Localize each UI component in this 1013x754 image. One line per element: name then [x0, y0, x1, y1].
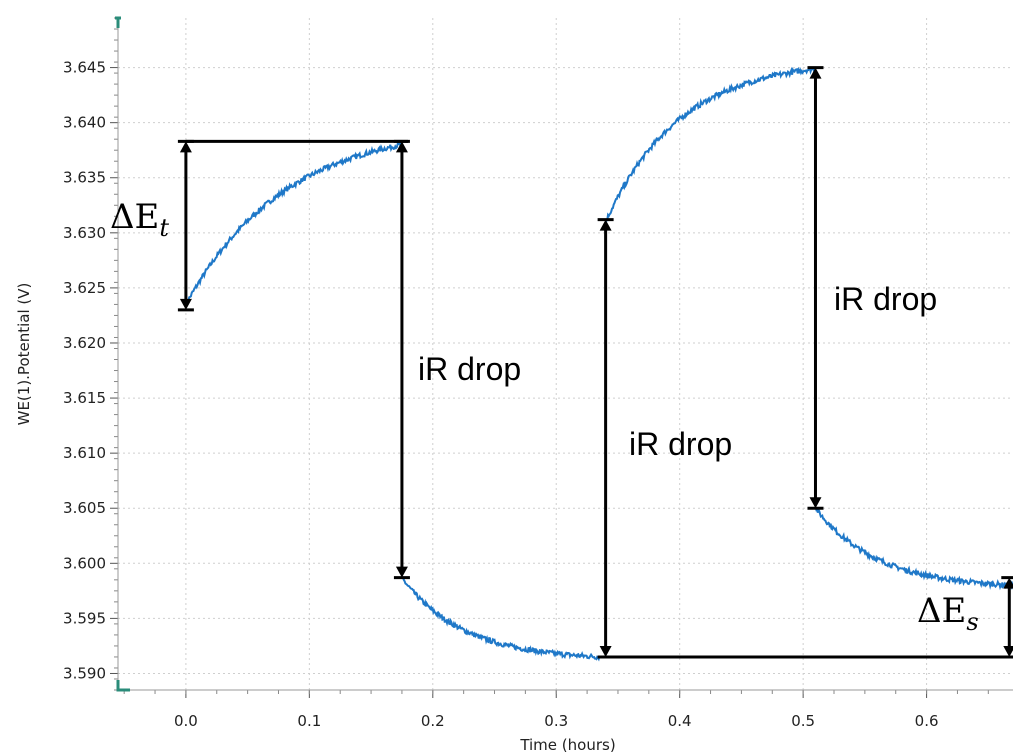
series-line-segment	[815, 507, 1013, 591]
x-tick-label: 0.0	[174, 712, 198, 730]
grid	[118, 18, 1013, 690]
ir-drop-arrow-2-head-bottom	[599, 645, 612, 657]
delta-e-s-sub: s	[966, 608, 978, 636]
series-line-segment	[184, 141, 403, 308]
ir-drop-arrow-3-head-bottom	[809, 497, 822, 509]
y-tick-label: 3.590	[63, 664, 106, 682]
ir-drop-label-3: iR drop	[834, 281, 937, 317]
series-line-segment	[402, 577, 601, 662]
plot-area	[118, 18, 1013, 690]
ir-drop-arrow-1-head-bottom	[395, 566, 408, 578]
delta-e-s-main: ΔE	[917, 591, 966, 631]
y-axis-title: WE(1).Potential (V)	[15, 283, 33, 426]
x-axis-title: Time (hours)	[519, 736, 615, 754]
y-tick-label: 3.610	[63, 444, 106, 462]
ir-drop-label-2: iR drop	[629, 426, 732, 462]
ir-drop-label-1: iR drop	[418, 351, 521, 387]
y-tick-label: 3.625	[63, 279, 106, 297]
delta-e-s-label: ΔEs	[917, 591, 979, 636]
ir-drop-arrow-3-head-top	[809, 67, 822, 79]
delta-t-arrow-head-top	[179, 141, 192, 153]
y-tick-label: 3.645	[63, 59, 106, 77]
tick-labels: 0.0 0.1 0.2 0.3 0.4 0.5 0.6 3.590 3.595 3.600 3.60…	[63, 59, 938, 730]
x-tick-label: 0.6	[915, 712, 939, 730]
delta-t-arrow-head-bottom	[179, 298, 192, 310]
series-group	[184, 66, 1013, 662]
series-line-segment	[604, 66, 817, 223]
y-tick-label: 3.640	[63, 114, 106, 132]
axis-corner-bottom	[116, 680, 130, 692]
y-tick-label: 3.630	[63, 224, 106, 242]
y-tick-label: 3.620	[63, 334, 106, 352]
delta-s-arrow-head-bottom	[1003, 645, 1013, 657]
x-tick-label: 0.3	[544, 712, 568, 730]
ir-drop-arrow-1-head-top	[395, 141, 408, 153]
delta-s-arrow-head-top	[1003, 577, 1013, 589]
y-tick-label: 3.600	[63, 554, 106, 572]
x-tick-label: 0.4	[668, 712, 692, 730]
y-tick-label: 3.595	[63, 609, 106, 627]
y-tick-label: 3.605	[63, 499, 106, 517]
annotations	[177, 66, 1013, 659]
axes	[110, 16, 1013, 698]
y-tick-label: 3.635	[63, 169, 106, 187]
axis-corner-top	[115, 16, 121, 28]
delta-e-t-main: ΔE	[110, 197, 159, 237]
y-tick-label: 3.615	[63, 389, 106, 407]
delta-e-t-sub: t	[159, 214, 169, 242]
ir-drop-arrow-2-head-top	[599, 219, 612, 231]
delta-e-t-label: ΔEt	[110, 197, 169, 242]
x-tick-label: 0.5	[791, 712, 815, 730]
x-tick-label: 0.2	[421, 712, 445, 730]
x-tick-label: 0.1	[297, 712, 321, 730]
